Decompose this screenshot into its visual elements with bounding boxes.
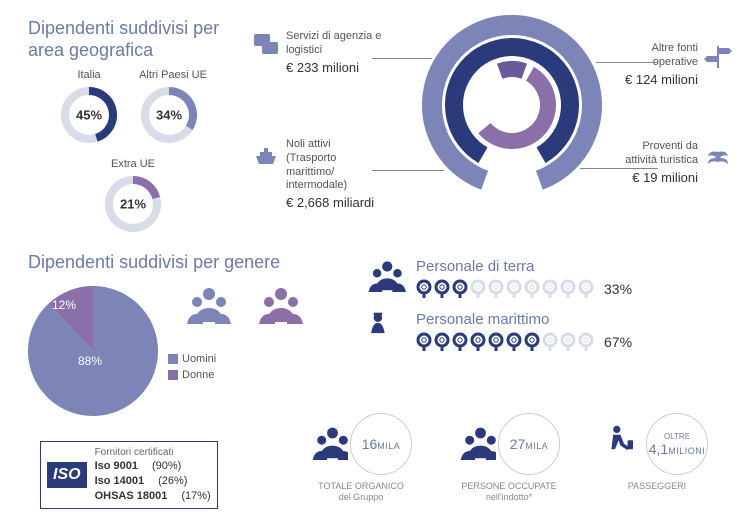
pin-icon bbox=[542, 332, 558, 352]
stat-caption: PASSEGGERI bbox=[592, 481, 722, 492]
callout-other: Altre fonti operative € 124 milioni bbox=[612, 42, 732, 87]
pie-label-donne: 12% bbox=[52, 298, 76, 312]
stat-item-1: 27MILA PERSONE OCCUPATEnell'indotto* bbox=[444, 413, 574, 503]
pin-icon bbox=[488, 279, 504, 299]
pin-icon bbox=[470, 332, 486, 352]
geo-donut-label: Extra UE bbox=[103, 158, 163, 170]
callout-tourism: Proventi da attività turistica € 19 mili… bbox=[612, 140, 732, 185]
callout-title: Proventi da attività turistica bbox=[612, 140, 698, 168]
personnel-section: Personale di terra 33% Personale maritti… bbox=[366, 258, 726, 364]
callout-freight: Noli attivi (Trasporto marittimo/ interm… bbox=[252, 138, 382, 210]
stats-row: 16MILA TOTALE ORGANICOdel Gruppo 27MILA … bbox=[296, 413, 722, 503]
geo-title: Dipendenti suddivisi per area geografica bbox=[28, 18, 238, 61]
iso-box: ISO Fornitori certificati Iso 9001(90%) … bbox=[40, 441, 218, 509]
palm-icon bbox=[704, 140, 732, 168]
people-icon bbox=[458, 424, 496, 464]
gender-pie: 12% 88% bbox=[28, 286, 158, 416]
geo-donut-2: Extra UE 21% bbox=[28, 158, 238, 239]
geo-section: Dipendenti suddivisi per area geografica… bbox=[28, 18, 238, 239]
pin-icon bbox=[434, 332, 450, 352]
revenue-section: Servizi di agenzia e logistici € 233 mil… bbox=[252, 10, 732, 220]
geo-donuts: Italia 45% Altri Paesi UE 34% Extra UE 21% bbox=[28, 69, 238, 239]
geo-donut-0: Italia 45% bbox=[59, 69, 119, 150]
stat-item-0: 16MILA TOTALE ORGANICOdel Gruppo bbox=[296, 413, 426, 503]
gender-legend: Uomini Donne bbox=[168, 353, 216, 381]
geo-donut-1: Altri Paesi UE 34% bbox=[139, 69, 207, 150]
pin-icon bbox=[560, 279, 576, 299]
callout-title: Altre fonti operative bbox=[612, 42, 698, 70]
iso-logo: ISO bbox=[47, 462, 87, 488]
people-icons-decor bbox=[184, 284, 306, 339]
callout-value: € 19 milioni bbox=[612, 170, 698, 185]
iso-row: OHSAS 18001(17%) bbox=[95, 489, 211, 504]
pin-icon bbox=[452, 332, 468, 352]
revenue-donut bbox=[422, 15, 602, 195]
iso-row: Iso 9001(90%) bbox=[95, 459, 211, 474]
pin-icon bbox=[578, 332, 594, 352]
geo-donut-pct: 21% bbox=[120, 197, 146, 212]
traveler-icon bbox=[606, 424, 644, 464]
pin-icon bbox=[416, 332, 432, 352]
stat-circle: OLTRE4,1MILIONI bbox=[646, 413, 708, 475]
pin-icon bbox=[416, 279, 432, 299]
pin-icon bbox=[452, 279, 468, 299]
pin-icon bbox=[524, 332, 540, 352]
geo-donut-pct: 34% bbox=[156, 108, 182, 123]
personnel-title: Personale marittimo bbox=[416, 311, 632, 328]
pin-icon bbox=[488, 332, 504, 352]
stat-caption: TOTALE ORGANICOdel Gruppo bbox=[296, 481, 426, 503]
personnel-block-0: Personale di terra 33% bbox=[366, 258, 726, 299]
callout-title: Servizi di agenzia e logistici bbox=[286, 30, 382, 58]
stat-item-2: OLTRE4,1MILIONI PASSEGGERI bbox=[592, 413, 722, 503]
callout-agency: Servizi di agenzia e logistici € 233 mil… bbox=[252, 30, 382, 75]
ship-icon bbox=[252, 138, 280, 166]
iso-header: Fornitori certificati bbox=[95, 446, 211, 460]
stat-circle: 16MILA bbox=[350, 413, 412, 475]
callout-value: € 2,668 miliardi bbox=[286, 195, 382, 210]
legend-item: Donne bbox=[168, 369, 216, 381]
personnel-block-1: Personale marittimo 67% bbox=[366, 311, 726, 352]
personnel-pct: 67% bbox=[604, 334, 632, 350]
people-icon bbox=[366, 258, 406, 292]
pin-icon bbox=[542, 279, 558, 299]
stat-caption: PERSONE OCCUPATEnell'indotto* bbox=[444, 481, 574, 503]
iso-row: Iso 14001(26%) bbox=[95, 474, 211, 489]
personnel-pct: 33% bbox=[604, 281, 632, 297]
callout-title: Noli attivi (Trasporto marittimo/ interm… bbox=[286, 138, 382, 193]
pin-icon bbox=[506, 279, 522, 299]
sailor-icon bbox=[366, 311, 406, 345]
people-icon bbox=[310, 424, 348, 464]
stat-circle: 27MILA bbox=[498, 413, 560, 475]
chat-icon bbox=[252, 30, 280, 58]
pin-icon bbox=[560, 332, 576, 352]
pin-icon bbox=[434, 279, 450, 299]
gender-title: Dipendenti suddivisi per genere bbox=[28, 252, 328, 274]
sign-icon bbox=[704, 42, 732, 70]
callout-value: € 124 milioni bbox=[612, 72, 698, 87]
pin-icon bbox=[578, 279, 594, 299]
pin-icon bbox=[506, 332, 522, 352]
pin-icon bbox=[524, 279, 540, 299]
legend-item: Uomini bbox=[168, 353, 216, 365]
pie-label-uomini: 88% bbox=[78, 354, 102, 368]
geo-donut-label: Italia bbox=[59, 69, 119, 81]
pin-icon bbox=[470, 279, 486, 299]
personnel-title: Personale di terra bbox=[416, 258, 632, 275]
geo-donut-pct: 45% bbox=[76, 108, 102, 123]
geo-donut-label: Altri Paesi UE bbox=[139, 69, 207, 81]
callout-value: € 233 milioni bbox=[286, 60, 382, 75]
